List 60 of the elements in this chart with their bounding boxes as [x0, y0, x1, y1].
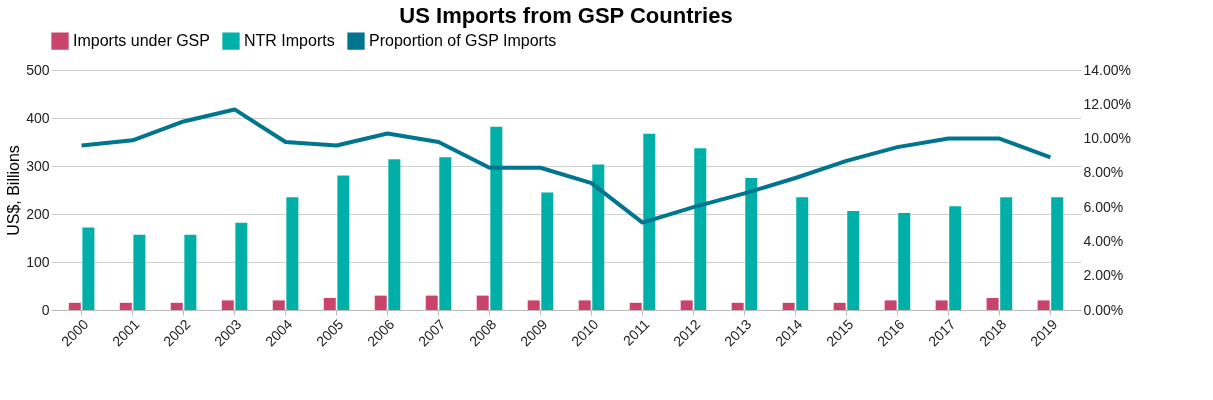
bar	[1000, 197, 1013, 310]
bar	[119, 302, 132, 310]
bar	[745, 178, 758, 310]
y-tick-label: 300	[26, 157, 50, 174]
y-tick-label: 100	[26, 253, 50, 270]
y-tick-label: 500	[26, 61, 50, 78]
bar	[439, 157, 452, 310]
y2-tick-label: 4.00%	[1083, 232, 1124, 249]
y-axis-title: US$, Billions	[5, 145, 23, 236]
y2-tick-label: 14.00%	[1083, 61, 1131, 78]
bar	[680, 300, 693, 310]
bar	[82, 227, 95, 310]
bar	[935, 300, 948, 310]
bar	[629, 302, 642, 310]
bar	[833, 302, 846, 310]
bar	[986, 298, 999, 310]
y2-tick-label: 0.00%	[1083, 301, 1124, 318]
bar	[949, 206, 962, 310]
bar	[235, 222, 248, 310]
y2-tick-label: 12.00%	[1083, 95, 1131, 112]
chart-title: US Imports from GSP Countries	[399, 3, 733, 28]
legend-label: Proportion of GSP Imports	[369, 32, 557, 50]
legend-label: NTR Imports	[244, 32, 335, 50]
y-tick-label: 400	[26, 109, 50, 126]
bar	[694, 148, 707, 310]
y2-tick-label: 8.00%	[1083, 164, 1124, 181]
bar	[337, 175, 350, 310]
bar	[170, 302, 183, 310]
bar	[578, 300, 591, 310]
legend-label: Imports under GSP	[73, 32, 210, 50]
bar	[796, 197, 809, 310]
y2-tick-label: 2.00%	[1083, 267, 1124, 284]
y2-tick-label: 10.00%	[1083, 130, 1131, 147]
bar	[527, 300, 540, 310]
bar	[731, 302, 744, 310]
bar	[323, 298, 336, 310]
bar	[272, 300, 285, 310]
bar	[1051, 197, 1064, 310]
bar	[184, 234, 197, 310]
bar	[388, 159, 401, 310]
bar	[847, 211, 860, 310]
bar	[643, 133, 656, 310]
bar	[374, 295, 387, 310]
y2-tick-label: 6.00%	[1083, 198, 1124, 215]
bar	[476, 295, 489, 310]
bar	[884, 300, 897, 310]
y-tick-label: 0	[41, 301, 50, 318]
line-series	[79, 107, 1053, 225]
bar	[1037, 300, 1050, 310]
bar	[425, 295, 438, 310]
bar	[541, 192, 554, 310]
bar	[490, 126, 503, 310]
bar	[68, 302, 81, 310]
y-tick-label: 200	[26, 205, 50, 222]
bar	[286, 197, 299, 310]
bar	[782, 302, 795, 310]
bar	[898, 213, 911, 310]
bar	[221, 300, 234, 310]
bar	[592, 164, 605, 310]
bar	[133, 234, 146, 310]
